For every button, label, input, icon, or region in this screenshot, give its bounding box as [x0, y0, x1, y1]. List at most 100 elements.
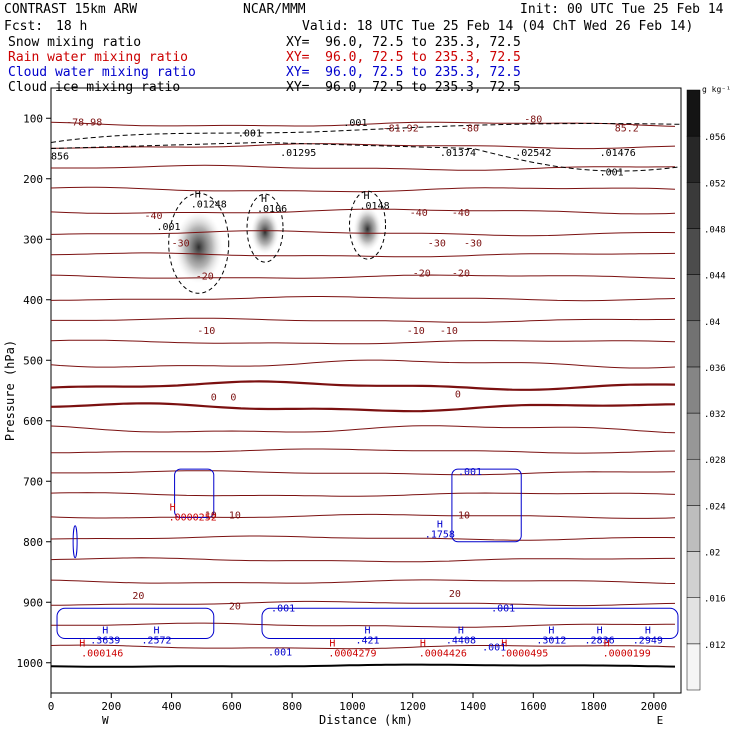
y-tick-label: 300 — [23, 233, 43, 246]
x-tick-label: 1800 — [580, 700, 607, 713]
isotherm-label: -20 — [452, 269, 470, 280]
snow-core — [353, 207, 382, 252]
colorbar-step — [686, 89, 701, 137]
colorbar-tick-label: .032 — [704, 410, 726, 420]
isotherm-line — [51, 164, 676, 171]
isotherm-line — [50, 252, 676, 258]
model-title: CONTRAST 15km ARW — [4, 2, 138, 17]
rain-max-value: .0000495 — [500, 649, 548, 660]
cloud-water-max-marker: H — [437, 520, 443, 531]
snow-max-marker: H — [195, 189, 201, 200]
isotherm-label: -80 — [524, 114, 542, 125]
isotherm-label: -40 — [144, 211, 162, 222]
cloud-water-small-contour — [72, 525, 78, 559]
colorbar-unit: g kg⁻¹ — [702, 85, 731, 94]
rain-max-marker: H — [604, 639, 610, 650]
cloud-water-max-value: .1758 — [425, 530, 455, 541]
cloud-water-max-value: .3012 — [536, 635, 566, 646]
colorbar-step — [686, 135, 701, 183]
isotherm-label: -10 — [197, 326, 215, 337]
cloud-water-label: .001 — [458, 467, 482, 478]
y-tick-label: 1000 — [17, 657, 44, 670]
y-tick-label: 900 — [23, 596, 43, 609]
cloud-water-max-marker: H — [548, 625, 554, 636]
isotherm-line — [50, 230, 676, 237]
cloud-ice-label: .01374 — [440, 148, 476, 159]
isotherm-line — [50, 579, 676, 584]
colorbar-step — [686, 366, 701, 414]
field-name-snow: Snow mixing ratio — [8, 35, 142, 50]
cloud-water-max-marker: H — [102, 625, 108, 636]
isotherm-line — [50, 425, 676, 434]
cloud-water-max-value: .3639 — [90, 635, 120, 646]
isotherm-label: -40 — [452, 208, 470, 219]
isotherm-label: -10 — [407, 326, 425, 337]
x-tick-label: 1600 — [520, 700, 547, 713]
isotherm-line — [50, 402, 676, 413]
rain-max-value: .0000199 — [603, 649, 651, 660]
rain-max-marker: H — [79, 639, 85, 650]
colorbar-step — [686, 458, 701, 506]
isotherm-line — [50, 513, 676, 519]
isotherm-line — [50, 339, 676, 345]
colorbar-tick-label: .016 — [704, 595, 726, 605]
snow-core — [251, 210, 280, 255]
isotherm-label: 20 — [449, 589, 461, 600]
isotherm-line — [50, 600, 676, 607]
field-name-rain: Rain water mixing ratio — [8, 50, 189, 65]
x-tick-label: 800 — [282, 700, 302, 713]
field-name-cloud-ice: Cloud ice mixing ratio — [8, 80, 181, 95]
colorbar-tick-label: .036 — [704, 364, 726, 374]
forecast-hours: 18 h — [56, 19, 88, 34]
colorbar-step — [686, 551, 701, 598]
isotherm-label: 10 — [458, 511, 470, 522]
cloud-ice-column-contour — [168, 192, 230, 294]
colorbar-tick-label: .028 — [704, 456, 726, 466]
colorbar-step — [686, 274, 701, 322]
x-tick-label: 200 — [101, 700, 121, 713]
cloud-water-low-contour — [56, 607, 215, 640]
x-tick-label: 1000 — [339, 700, 366, 713]
cloud-water-max-value: .4408 — [446, 635, 476, 646]
colorbar-step — [686, 597, 701, 645]
y-tick-label: 800 — [23, 536, 43, 549]
cloud-water-low-contour — [261, 607, 679, 640]
y-tick-label: 100 — [23, 112, 43, 125]
snow-core — [174, 211, 223, 284]
colorbar-step — [686, 505, 701, 552]
snow-max-value: .0148 — [360, 201, 390, 212]
cloud-water-label: .001 — [271, 603, 295, 614]
rain-max-marker: H — [501, 639, 507, 650]
cloud-water-max-value: .2949 — [633, 635, 663, 646]
rain-max-value: .0000252 — [169, 513, 217, 524]
isotherm-line — [50, 296, 676, 302]
isotherm-label: 10 — [229, 511, 241, 522]
cloud-water-max-marker: H — [597, 625, 603, 636]
colorbar-tick-label: .044 — [704, 272, 726, 282]
cloud-ice-label: .01295 — [280, 148, 316, 159]
isotherm-label: -30 — [428, 238, 446, 249]
isotherm-label: -20 — [413, 269, 431, 280]
cloud-ice-label: 856 — [51, 151, 69, 162]
cloud-ice-contours — [50, 123, 682, 294]
isotherm-line — [50, 274, 676, 279]
colorbar: .012 .016 .02 .024 .028 .032 .036 .04 .044 .048 .0… — [686, 85, 731, 691]
y-tick-label: 200 — [23, 173, 43, 186]
temperature-contours — [50, 121, 676, 668]
colorbar-tick-label: .04 — [704, 318, 720, 328]
y-tick-label: 400 — [23, 294, 43, 307]
y-tick-label: 700 — [23, 475, 43, 488]
ground-line — [50, 663, 676, 668]
field-xy-snow: XY= 96.0, 72.5 to 235.3, 72.5 — [286, 35, 521, 50]
center-title: NCAR/MMM — [243, 2, 306, 17]
x-end-label-east: E — [657, 714, 664, 727]
isotherm-line — [51, 448, 676, 454]
colorbar-step — [686, 320, 701, 368]
cloud-water-label: .001 — [491, 603, 515, 614]
colorbar-tick-label: .048 — [704, 225, 726, 235]
isotherm-line — [50, 557, 675, 563]
cloud-ice-base-contour — [50, 141, 682, 172]
colorbar-tick-label: .02 — [704, 549, 720, 559]
isotherm-label: -40 — [410, 208, 428, 219]
